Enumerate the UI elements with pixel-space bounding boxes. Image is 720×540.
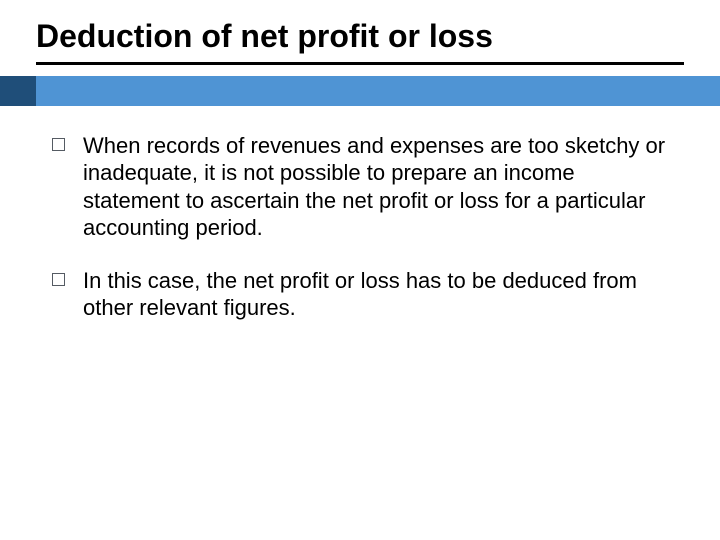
content-area: When records of revenues and expenses ar… <box>52 132 672 348</box>
slide-title: Deduction of net profit or loss <box>36 18 493 55</box>
accent-bar <box>0 76 720 106</box>
bullet-text: In this case, the net profit or loss has… <box>83 267 672 322</box>
bullet-text: When records of revenues and expenses ar… <box>83 132 672 241</box>
list-item: In this case, the net profit or loss has… <box>52 267 672 322</box>
title-underline <box>36 62 684 65</box>
accent-bar-right <box>36 76 720 106</box>
square-bullet-icon <box>52 273 65 286</box>
list-item: When records of revenues and expenses ar… <box>52 132 672 241</box>
slide: Deduction of net profit or loss When rec… <box>0 0 720 540</box>
square-bullet-icon <box>52 138 65 151</box>
accent-bar-left <box>0 76 36 106</box>
